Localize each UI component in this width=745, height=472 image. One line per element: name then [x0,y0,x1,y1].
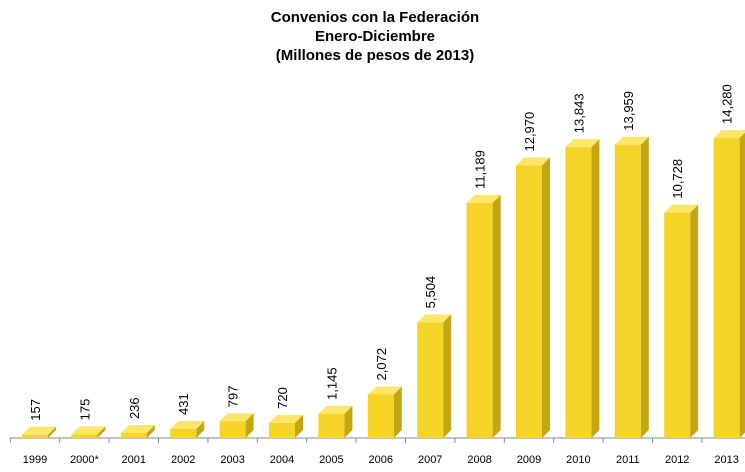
bar-top [713,130,745,138]
bar [565,147,592,439]
value-label: 5,504 [423,276,438,309]
bar [318,413,345,438]
bar-side [146,425,155,438]
bar-top [367,386,402,395]
bar-side [245,413,254,438]
x-tick-label: 2006 [369,454,393,466]
bar-top [170,420,205,429]
bar-side [492,194,501,438]
bar-top [565,139,600,148]
bar [614,144,641,438]
x-tick-label: 2002 [171,454,195,466]
value-label: 157 [28,399,43,421]
bar-side [542,157,550,439]
bar [170,428,197,438]
bar-top [664,204,699,213]
value-label: 12,970 [522,112,537,152]
value-label: 11,189 [473,150,488,189]
bar [120,433,147,438]
bar-side [690,204,699,438]
bar-side [295,414,303,438]
bar [71,434,98,438]
x-tick-label: 2008 [467,454,491,466]
bar-side [97,426,106,438]
value-label: 2,072 [374,348,389,381]
value-label: 1,145 [324,367,339,400]
x-tick-label: 1999 [23,454,47,466]
x-tick-label: 2005 [319,454,343,466]
bar-side [443,314,452,438]
x-tick-label: 2003 [220,454,244,466]
x-tick-label: 2013 [714,454,738,466]
bar-side [640,136,649,438]
chart-title: Convenios con la Federación [271,9,479,26]
bar [367,394,394,438]
bar-top [120,425,155,434]
bar-side [393,386,402,438]
bar-side [344,405,353,438]
value-label: 236 [127,397,142,419]
chart-subtitle: (Millones de pesos de 2013) [276,47,474,64]
value-label: 10,728 [670,159,685,199]
bar-top [219,413,254,422]
x-tick-label: 2000* [70,454,99,466]
bar-top [269,414,303,423]
bar [219,421,246,438]
bar [664,212,691,438]
bar [466,202,493,438]
value-label: 431 [176,393,191,415]
x-tick-label: 2007 [418,454,442,466]
bar-top [22,426,56,435]
bar [713,138,740,438]
chart-subtitle: Enero-Diciembre [315,28,435,45]
value-label: 797 [226,386,241,408]
bar-top [516,157,550,166]
value-label: 13,959 [621,91,636,131]
bar [516,165,542,439]
bar-top [417,314,452,323]
x-tick-label: 2010 [566,454,590,466]
value-label: 13,843 [571,93,586,133]
bar-top [71,426,106,435]
bar [22,434,48,438]
bar [417,322,444,438]
bar-top [614,136,649,145]
x-tick-label: 2004 [270,454,294,466]
bar-top [466,194,501,203]
x-tick-label: 2009 [517,454,541,466]
bar [269,422,295,438]
bar-side [591,139,600,439]
bar-side [739,132,745,438]
bar-side [48,426,56,438]
x-tick-label: 2012 [665,454,689,466]
value-label: 720 [275,387,290,409]
value-label: 175 [77,399,92,421]
x-tick-label: 2001 [122,454,146,466]
x-tick-label: 2011 [616,454,640,466]
bar-top [318,405,353,414]
value-label: 14,280 [720,84,735,124]
bar-side [196,420,205,438]
